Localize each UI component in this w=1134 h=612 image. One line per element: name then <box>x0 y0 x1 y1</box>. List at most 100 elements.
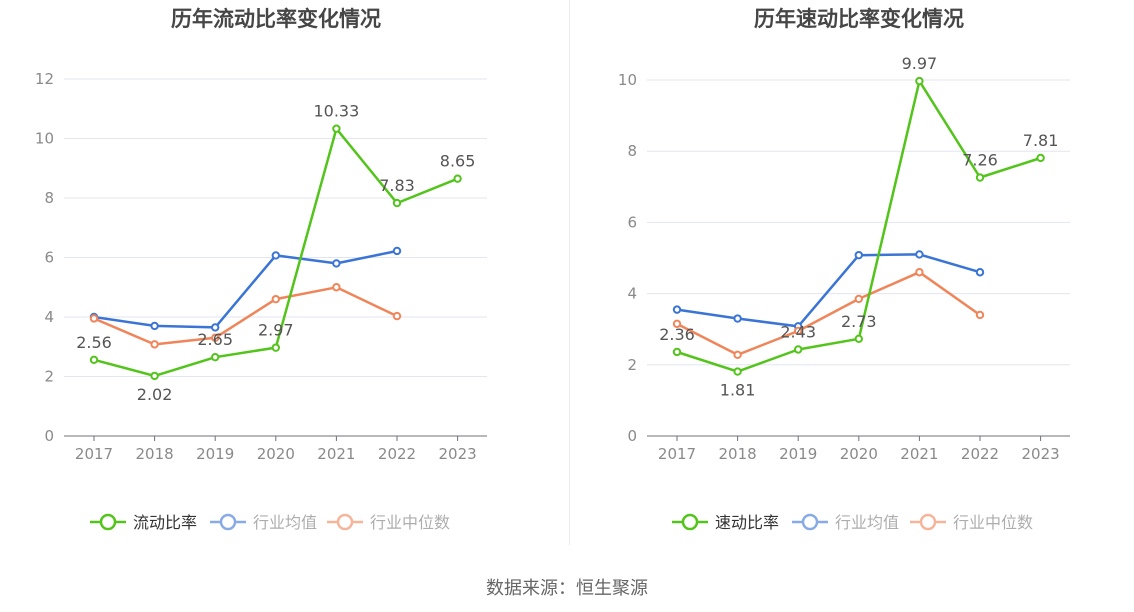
legend-label: 行业均值 <box>253 513 317 532</box>
legend-label: 行业中位数 <box>370 513 450 532</box>
data-point-1 <box>89 355 99 365</box>
chart-title: 历年速动比率变化情况 <box>754 7 964 31</box>
data-point-3 <box>89 314 99 323</box>
x-tick-label: 2021 <box>317 445 355 463</box>
legend-marker <box>336 513 354 531</box>
data-label: 10.33 <box>313 102 359 121</box>
data-point-1 <box>733 367 742 376</box>
x-tick-label: 2022 <box>961 445 999 463</box>
data-point-2 <box>392 246 402 256</box>
data-point-3 <box>150 340 159 349</box>
data-point-3 <box>794 326 803 336</box>
x-tick-label: 2018 <box>136 445 174 463</box>
data-label: 2.73 <box>841 312 877 331</box>
legend-item-3: 行业中位数 <box>910 513 1033 532</box>
y-tick-label: 6 <box>627 213 637 231</box>
data-point-3 <box>975 310 985 320</box>
data-label: 7.83 <box>379 176 415 195</box>
series-line-3 <box>676 270 981 357</box>
data-label: 9.97 <box>902 54 938 73</box>
data-point-2 <box>150 321 159 331</box>
data-label: 7.26 <box>962 151 998 170</box>
legend-marker <box>801 513 819 531</box>
data-point-1 <box>332 124 341 133</box>
data-point-1 <box>1036 153 1045 163</box>
data-point-3 <box>392 311 402 321</box>
data-point-1 <box>392 198 402 208</box>
chart-title: 历年流动比率变化情况 <box>171 7 381 31</box>
legend-item-2: 行业均值 <box>210 513 317 532</box>
data-point-1 <box>794 345 803 354</box>
x-tick-label: 2019 <box>196 445 234 463</box>
x-tick-label: 2019 <box>779 445 817 463</box>
x-tick-label: 2023 <box>439 445 477 463</box>
legend-item-3: 行业中位数 <box>327 513 450 532</box>
data-point-3 <box>854 294 863 304</box>
data-point-3 <box>915 268 924 277</box>
chart-panel-2: 历年速动比率变化情况 0 2 4 6 8 10 2017 2018 2019 2020 2021 202… <box>618 7 1070 532</box>
legend-marker <box>219 513 237 531</box>
data-point-3 <box>672 319 682 329</box>
x-tick-label: 2022 <box>378 445 416 463</box>
data-point-1 <box>975 173 985 182</box>
data-point-2 <box>854 250 863 260</box>
series-line-2 <box>676 253 981 328</box>
legend-label: 行业均值 <box>835 513 899 532</box>
y-tick-label: 4 <box>44 308 54 326</box>
data-point-2 <box>332 259 341 268</box>
y-tick-label: 0 <box>627 427 637 445</box>
data-point-2 <box>915 250 924 259</box>
y-tick-label: 10 <box>618 71 637 89</box>
data-point-1 <box>211 352 220 362</box>
y-tick-label: 6 <box>44 249 54 267</box>
data-point-2 <box>733 314 742 323</box>
data-point-1 <box>672 347 682 357</box>
panel-divider <box>569 0 570 545</box>
y-tick-label: 4 <box>627 285 637 303</box>
data-point-3 <box>733 350 742 360</box>
series-line-3 <box>93 286 398 346</box>
data-point-3 <box>271 294 280 304</box>
y-tick-label: 2 <box>627 356 637 374</box>
data-point-3 <box>211 333 220 343</box>
series-line-2 <box>93 249 398 329</box>
chart-panel-1: 历年流动比率变化情况 0 2 4 6 8 10 12 2017 2018 2019 2020 2021 2… <box>35 7 487 532</box>
data-source-note: 数据来源：恒生聚源 <box>486 578 648 599</box>
data-label: 2.97 <box>258 321 294 340</box>
y-tick-label: 10 <box>35 130 54 148</box>
data-point-2 <box>672 305 682 314</box>
legend-marker <box>919 513 937 531</box>
data-label: 2.43 <box>780 322 816 341</box>
data-point-2 <box>975 268 985 277</box>
legend-item-2: 行业均值 <box>792 513 899 532</box>
legend-label: 行业中位数 <box>953 513 1033 532</box>
x-tick-label: 2017 <box>75 445 113 463</box>
data-label: 2.65 <box>197 330 233 349</box>
data-label: 7.81 <box>1023 131 1059 150</box>
data-label: 2.36 <box>659 325 695 344</box>
legend-marker <box>99 513 117 531</box>
data-point-3 <box>332 283 341 292</box>
data-point-1 <box>271 343 280 352</box>
x-tick-label: 2020 <box>840 445 878 463</box>
x-tick-label: 2021 <box>900 445 938 463</box>
data-label: 1.81 <box>720 381 756 400</box>
x-tick-label: 2018 <box>719 445 757 463</box>
legend-item-1: 速动比率 <box>672 513 779 532</box>
legend-item-1: 流动比率 <box>90 513 197 532</box>
legend-label: 速动比率 <box>715 513 779 532</box>
legend-marker <box>681 513 699 531</box>
x-tick-label: 2017 <box>658 445 696 463</box>
y-tick-label: 12 <box>35 70 54 88</box>
data-label: 2.56 <box>76 333 112 352</box>
data-label: 2.02 <box>137 385 173 404</box>
y-tick-label: 8 <box>627 142 637 160</box>
data-label: 8.65 <box>440 152 476 171</box>
x-tick-label: 2023 <box>1022 445 1060 463</box>
data-point-1 <box>915 76 924 86</box>
data-point-1 <box>453 174 462 183</box>
data-point-1 <box>150 371 159 381</box>
x-tick-label: 2020 <box>257 445 295 463</box>
legend-label: 流动比率 <box>133 513 197 532</box>
